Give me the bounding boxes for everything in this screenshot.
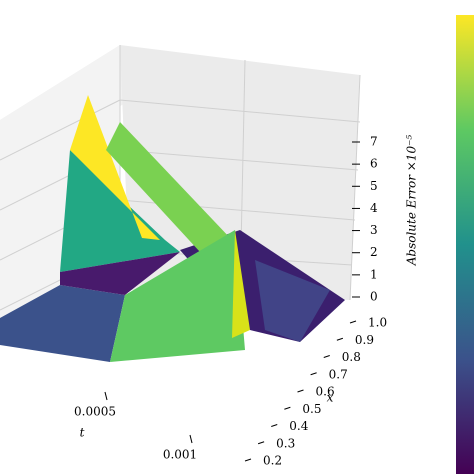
x-tick-label: 0.2 bbox=[263, 454, 282, 468]
x-tick bbox=[310, 372, 317, 376]
x-tick-label: 0.8 bbox=[342, 350, 361, 364]
t-axis-label: t bbox=[80, 426, 85, 440]
z-tick-label: 1 bbox=[370, 267, 378, 281]
z-tick-label: 2 bbox=[370, 245, 378, 259]
t-tick-label: 0.0005 bbox=[74, 405, 116, 419]
z-tick-label: 0 bbox=[370, 290, 378, 304]
z-tick-label: 5 bbox=[370, 179, 378, 193]
x-tick-label: 1.0 bbox=[368, 316, 387, 330]
t-tick bbox=[104, 391, 108, 401]
x-tick bbox=[336, 337, 344, 341]
t-tick-label: 0.001 bbox=[163, 448, 197, 462]
t-tick bbox=[189, 434, 193, 444]
x-tick-label: 0.6 bbox=[316, 385, 335, 399]
x-tick bbox=[297, 389, 304, 393]
x-tick bbox=[271, 424, 278, 427]
x-tick bbox=[284, 406, 291, 410]
x-tick-label: 0.7 bbox=[329, 367, 348, 381]
z-tick-label: 6 bbox=[370, 157, 378, 171]
x-tick bbox=[349, 320, 357, 324]
z-tick-label: 4 bbox=[370, 201, 378, 215]
z-tick-label: 7 bbox=[370, 135, 378, 149]
x-axis-label: x bbox=[327, 391, 334, 405]
x-tick bbox=[244, 458, 252, 462]
x-tick-label: 0.9 bbox=[355, 333, 374, 347]
colorbar bbox=[456, 15, 474, 474]
x-tick-label: 0.4 bbox=[289, 419, 308, 433]
surface bbox=[0, 95, 345, 362]
x-tick-label: 0.3 bbox=[276, 436, 295, 450]
z-axis-label: Absolute Error ×10⁻⁵ bbox=[405, 135, 419, 267]
x-tick-label: 0.5 bbox=[302, 402, 321, 416]
x-tick bbox=[257, 441, 265, 445]
z-tick-label: 3 bbox=[370, 223, 378, 237]
x-tick bbox=[323, 355, 330, 358]
